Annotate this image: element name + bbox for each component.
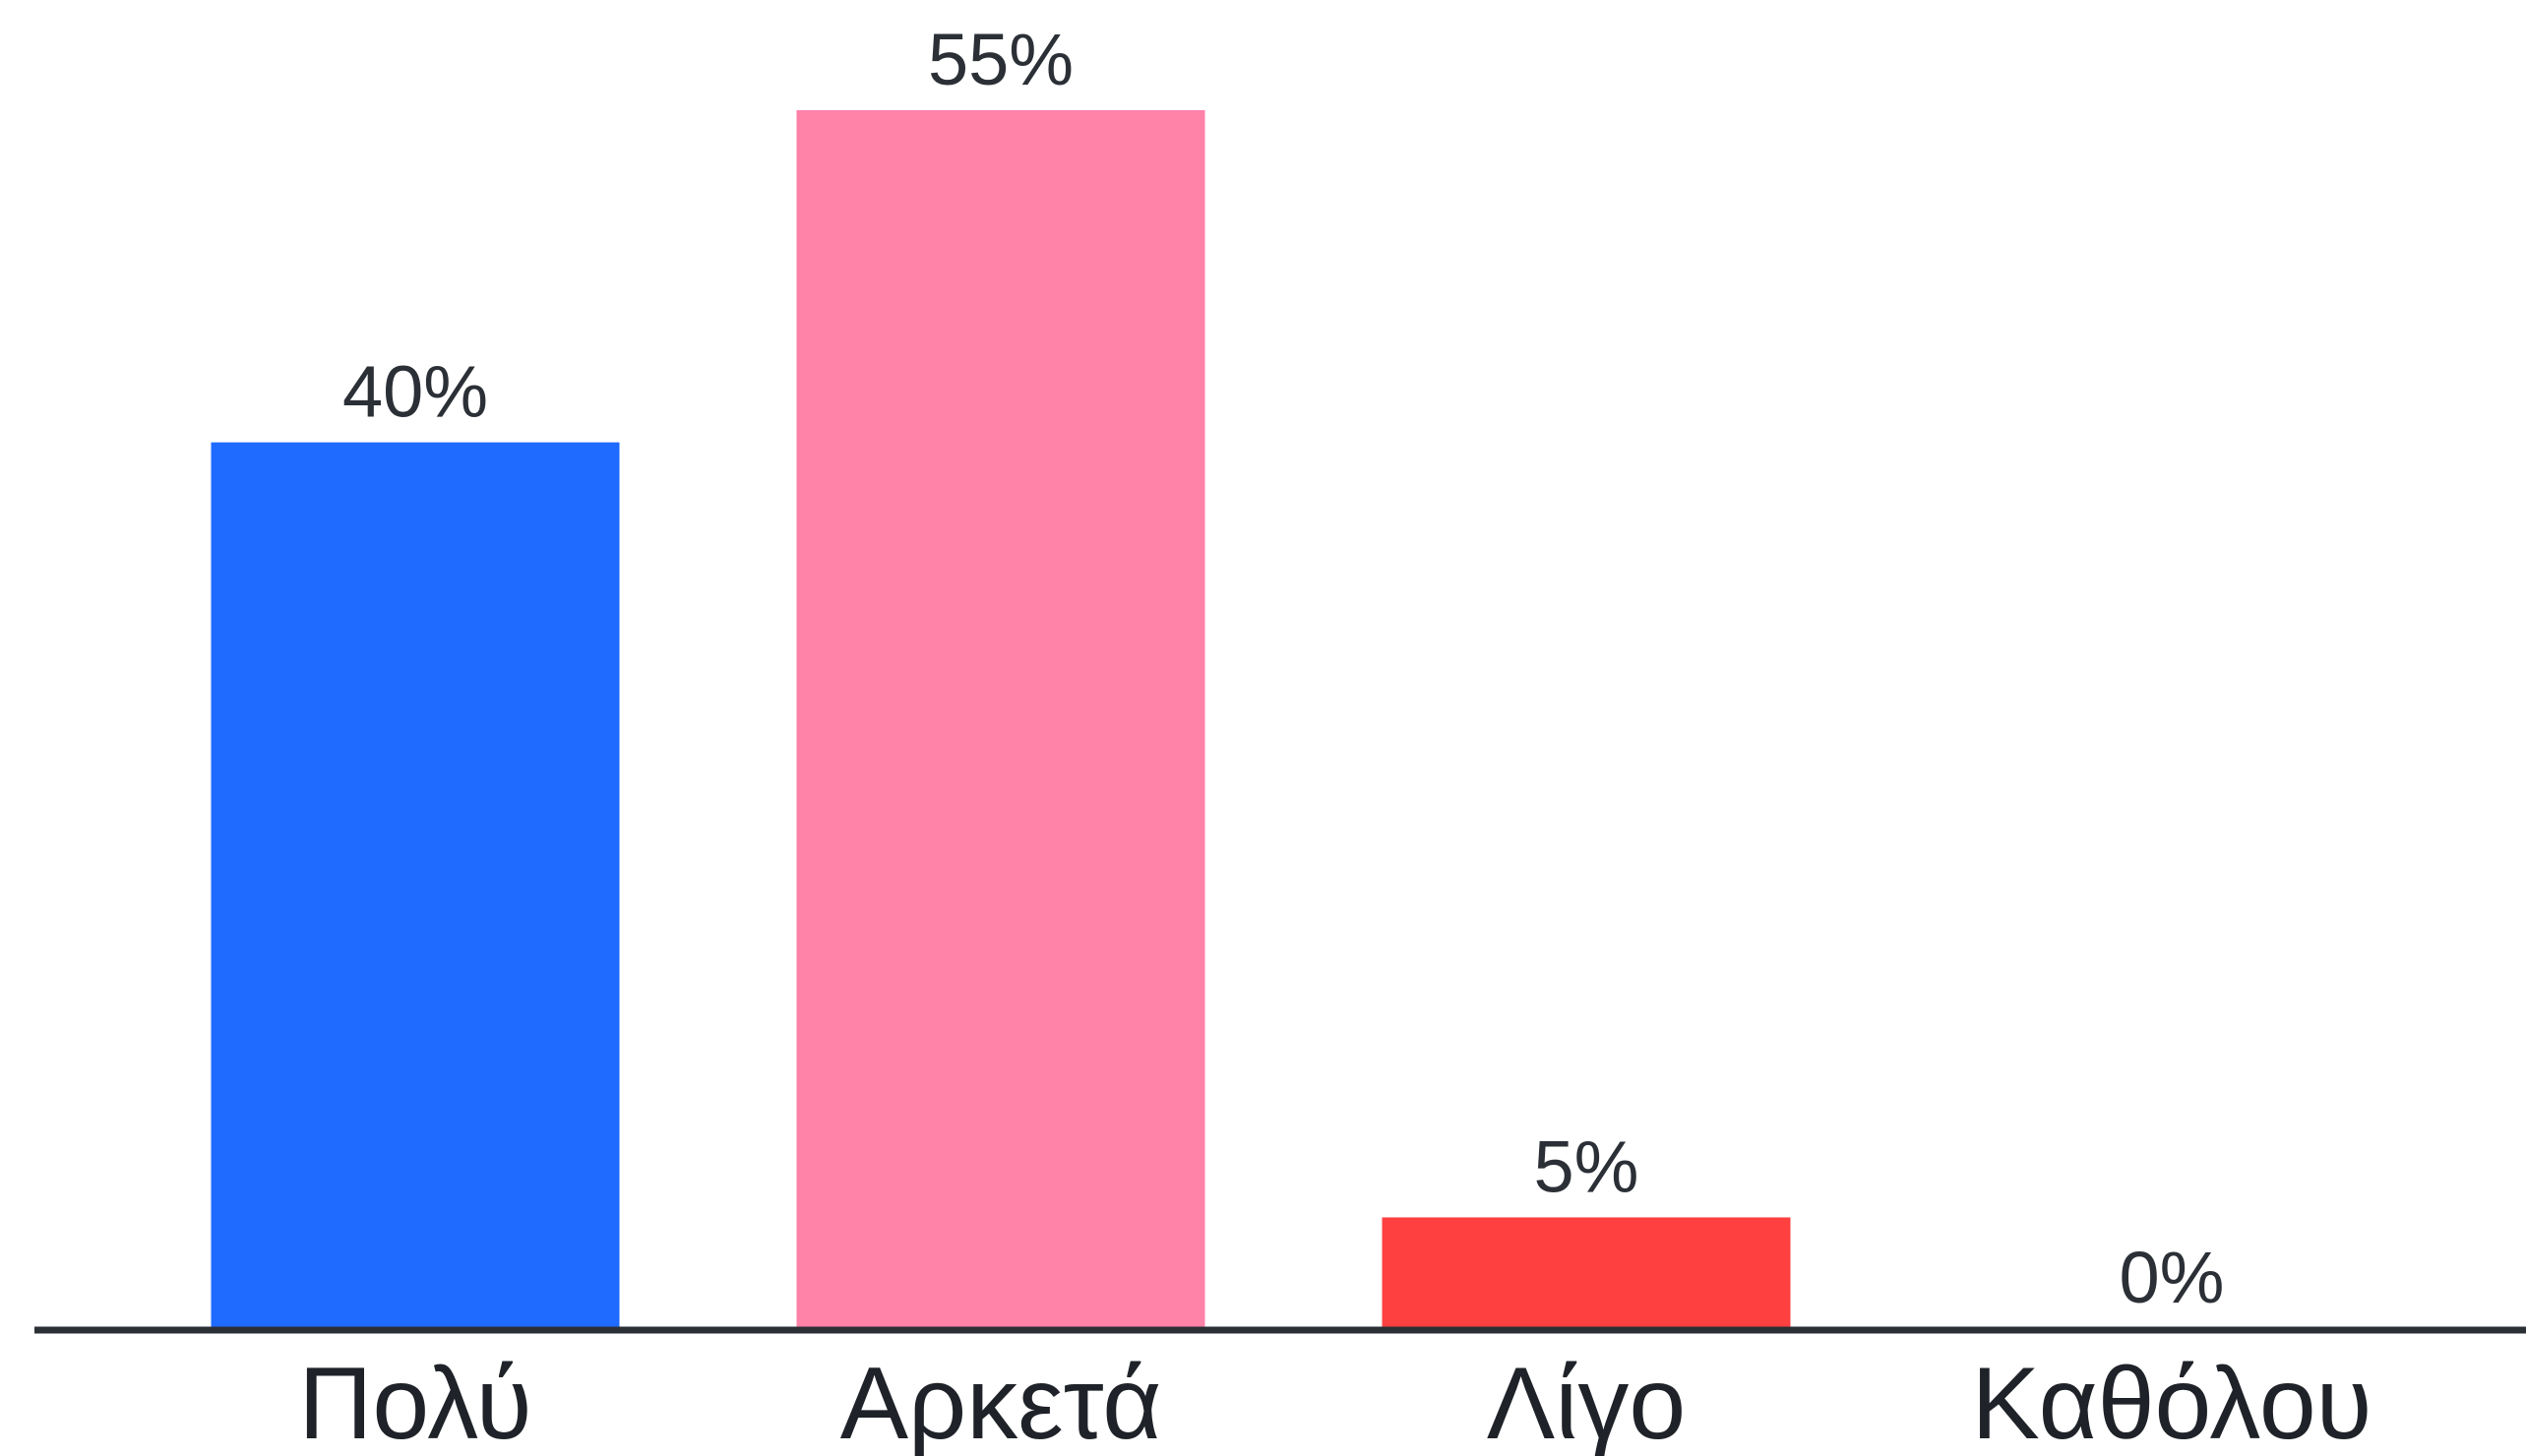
category-label-1: Πολύ (298, 1347, 531, 1456)
bars-layer (211, 110, 1791, 1328)
bar-1 (211, 442, 620, 1328)
bar-3 (1382, 1217, 1791, 1328)
category-label-3: Λίγο (1487, 1347, 1686, 1456)
bar-value-label-2: 55% (928, 19, 1074, 100)
bar-value-label-4: 0% (2120, 1237, 2225, 1318)
bar-value-label-3: 5% (1534, 1125, 1639, 1207)
bar-value-label-1: 40% (342, 351, 488, 433)
labels-layer: 40% Πολύ 55% Αρκετά 5% Λίγο 0% Καθόλου (298, 19, 2372, 1456)
category-label-2: Αρκετά (840, 1347, 1162, 1456)
category-label-4: Καθόλου (1971, 1347, 2372, 1456)
bar-2 (796, 110, 1205, 1328)
